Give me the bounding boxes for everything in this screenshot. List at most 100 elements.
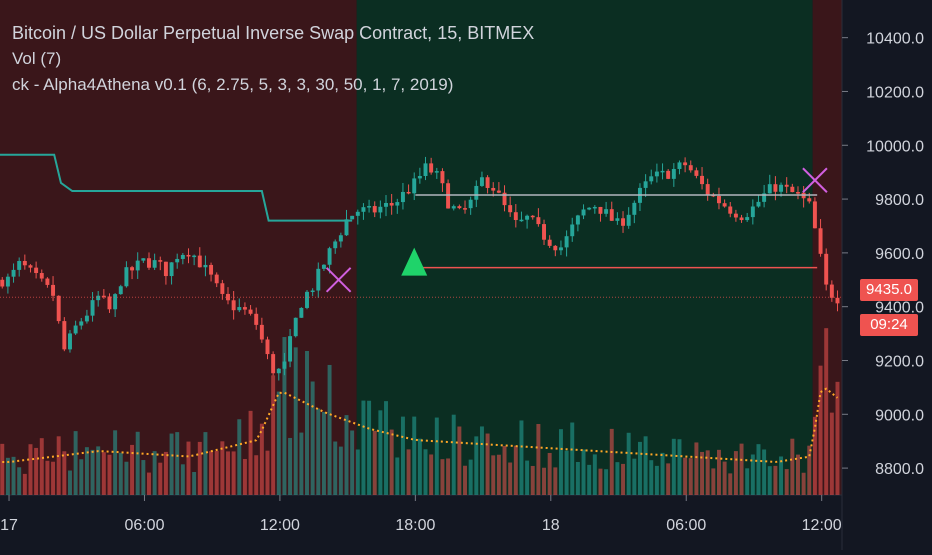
- candle-body: [51, 284, 56, 296]
- volume-bar: [598, 468, 603, 495]
- candle-body: [412, 178, 417, 194]
- candle-body: [39, 273, 44, 279]
- candle-body: [130, 267, 135, 271]
- volume-bar: [214, 450, 219, 495]
- volume-bar: [824, 328, 829, 495]
- candle-body: [175, 258, 180, 263]
- candle-body: [739, 217, 744, 221]
- candle-body: [96, 295, 101, 301]
- volume-bar: [305, 351, 309, 495]
- volume-indicator-label[interactable]: Vol (7): [12, 49, 62, 68]
- candle-body: [423, 163, 428, 176]
- candle-body: [338, 235, 343, 242]
- candle-body: [45, 278, 50, 285]
- candle-body: [101, 295, 106, 298]
- candle-body: [553, 245, 558, 251]
- volume-bar: [327, 364, 332, 495]
- volume-bar: [536, 424, 541, 495]
- volume-bar: [158, 462, 163, 495]
- candle-body: [508, 205, 513, 213]
- candle-body: [587, 207, 592, 210]
- volume-bar: [321, 411, 326, 495]
- candle-body: [197, 255, 202, 268]
- candle-body: [446, 183, 451, 209]
- candle-body: [457, 206, 462, 209]
- y-tick-label: 8800.0: [875, 461, 924, 478]
- current-price-badge: 9435.0: [860, 279, 918, 301]
- candle-body: [333, 241, 338, 249]
- volume-bar: [666, 463, 671, 495]
- sell-signal-cross: [802, 167, 828, 193]
- volume-bar: [626, 432, 631, 495]
- volume-bar: [581, 449, 586, 495]
- volume-bar: [406, 449, 411, 495]
- y-tick-label: 10400.0: [866, 31, 924, 48]
- candle-body: [440, 171, 445, 184]
- volume-bar: [564, 450, 569, 495]
- volume-bar: [745, 468, 750, 495]
- volume-bar: [671, 438, 676, 495]
- volume-bar: [395, 457, 400, 495]
- volume-bar: [265, 450, 270, 495]
- candle-body: [728, 206, 733, 214]
- candle-body: [598, 206, 603, 214]
- candle-body: [575, 215, 580, 225]
- candle-body: [474, 185, 479, 200]
- volume-bar: [796, 454, 800, 495]
- candle-body: [400, 191, 405, 203]
- volume-bar: [192, 471, 197, 495]
- alpha4athena-indicator-label[interactable]: ck - Alpha4Athena v0.1 (6, 2.75, 5, 3, 3…: [12, 75, 454, 94]
- candle-body: [756, 201, 761, 207]
- candle-body: [536, 217, 541, 225]
- volume-bar: [553, 467, 558, 495]
- candle-body: [762, 193, 767, 202]
- x-tick-label: 12:00: [802, 517, 842, 534]
- candle-body: [609, 209, 614, 221]
- volume-bar: [728, 473, 733, 495]
- candle-body: [491, 187, 496, 191]
- candle-body: [79, 321, 84, 326]
- candle-body: [525, 215, 530, 220]
- volume-bar: [750, 454, 755, 495]
- volume-bar: [259, 423, 264, 495]
- volume-bar: [767, 466, 772, 495]
- candle-body: [135, 260, 140, 271]
- candle-body: [485, 177, 490, 188]
- candle-body: [463, 208, 467, 210]
- volume-bar: [615, 462, 620, 495]
- candle-body: [451, 206, 456, 209]
- candle-body: [242, 307, 247, 310]
- volume-bar: [68, 470, 72, 495]
- volume-bar: [542, 467, 547, 495]
- x-tick-label: 12:00: [260, 517, 300, 534]
- volume-bar: [22, 473, 27, 495]
- candle-body: [604, 209, 609, 214]
- candle-body: [733, 213, 738, 218]
- chart-title[interactable]: Bitcoin / US Dollar Perpetual Inverse Sw…: [12, 23, 535, 43]
- candle-body: [355, 211, 360, 216]
- volume-bar: [28, 444, 33, 495]
- volume-bar: [45, 460, 50, 495]
- volume-bar: [163, 451, 168, 495]
- volume-bar: [485, 433, 490, 495]
- bull-zone-background: [356, 0, 813, 495]
- volume-bar: [604, 469, 609, 495]
- candle-body: [722, 203, 727, 207]
- volume-bar: [118, 452, 123, 495]
- candle-body: [784, 184, 789, 187]
- candle-body: [796, 192, 800, 194]
- candle-body: [226, 293, 230, 301]
- volume-bar: [468, 459, 473, 495]
- volume-bar: [525, 460, 530, 495]
- chart-legend: Bitcoin / US Dollar Perpetual Inverse Sw…: [12, 20, 534, 98]
- candle-body: [683, 162, 688, 166]
- volume-bar: [271, 375, 276, 495]
- volume-bar: [451, 414, 456, 495]
- candle-body: [147, 258, 151, 268]
- candle-body: [378, 206, 383, 213]
- candle-body: [259, 324, 264, 340]
- candle-body: [564, 236, 569, 248]
- candle-body: [745, 217, 750, 221]
